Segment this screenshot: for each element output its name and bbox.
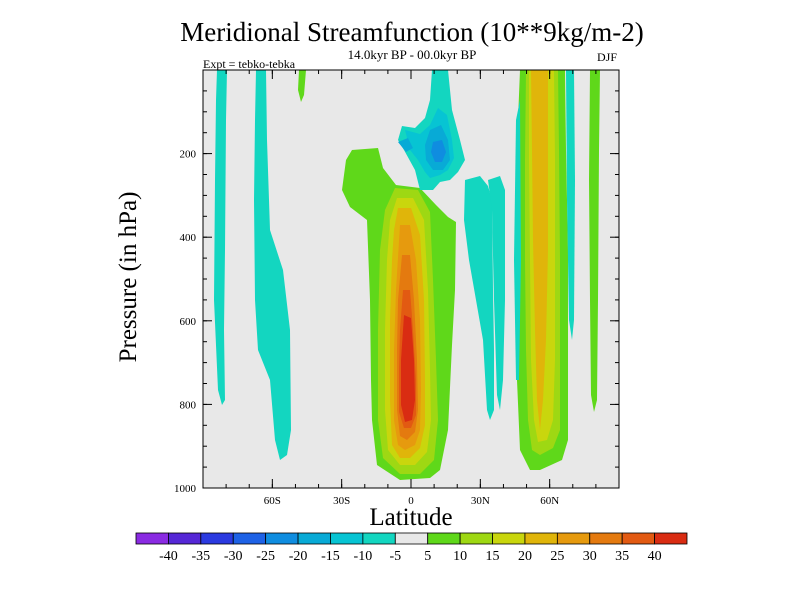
y-tick-label: 600	[180, 316, 197, 328]
contour-nh-streak-4	[589, 70, 600, 412]
colorbar-swatch	[265, 532, 299, 545]
contour-sh-streak-1	[214, 70, 227, 405]
contour-sh-streak-2	[254, 70, 291, 460]
colorbar-swatch	[168, 532, 202, 545]
x-tick-label: 60S	[264, 495, 281, 507]
y-axis-label: Pressure (in hPa)	[115, 192, 142, 363]
colorbar-swatch	[427, 532, 461, 545]
plot-area	[203, 70, 619, 488]
colorbar-label: 35	[615, 549, 629, 564]
chart-subtitle-period: 14.0kyr BP - 00.0kyr BP	[348, 47, 477, 62]
y-tick-label: 200	[180, 149, 197, 161]
colorbar-label: 20	[518, 549, 532, 564]
colorbar-swatch	[135, 532, 169, 545]
colorbar-swatch	[556, 532, 591, 545]
contour-nh-band-level-20	[531, 70, 548, 430]
colorbar-label: -20	[289, 549, 308, 564]
colorbar-swatch	[362, 532, 396, 545]
colorbar-label: -25	[256, 549, 275, 564]
contour-upper-neg-level-20	[431, 140, 446, 162]
colorbar-label: -40	[159, 549, 178, 564]
contour-nh-streak-2	[488, 176, 505, 410]
colorbar-label: -5	[389, 549, 401, 564]
colorbar-label: 10	[453, 549, 467, 564]
y-tick-label: 400	[180, 232, 197, 244]
colorbar-swatch	[654, 532, 688, 545]
colorbar-swatch	[200, 532, 234, 545]
y-tick-label: 800	[180, 399, 197, 411]
colorbar-label: 5	[424, 549, 431, 564]
colorbar-swatch	[589, 532, 623, 545]
colorbar-label: 25	[550, 549, 564, 564]
chart-subtitle-season: DJF	[597, 50, 617, 64]
x-axis-label: Latitude	[369, 504, 452, 531]
colorbar-swatch	[459, 532, 493, 545]
colorbar-swatch	[330, 532, 364, 545]
axes: 60S 30S 0 30N 60N 200 400 600 800 1000	[174, 69, 620, 507]
colorbar-swatch	[394, 532, 429, 545]
colorbar-swatch	[492, 532, 526, 545]
chart-subtitle-experiment: Expt = tebko-tebka	[203, 57, 296, 71]
x-tick-label: 60N	[540, 495, 559, 507]
x-tick-label: 30N	[471, 495, 490, 507]
colorbar-label: -35	[191, 549, 210, 564]
x-tick-label: 0	[408, 495, 414, 507]
colorbar-label: -10	[354, 549, 373, 564]
contour-nh-streak-1	[464, 176, 494, 420]
colorbar-swatch	[621, 532, 655, 545]
colorbar-swatch	[297, 532, 331, 545]
colorbar-label: -30	[224, 549, 243, 564]
colorbar-label: 40	[648, 549, 662, 564]
colorbar: -40 -35 -30 -25 -20 -15 -10 -5 5 10 15 20 25 30 35 40	[135, 532, 688, 564]
colorbar-label: 15	[486, 549, 500, 564]
x-tick-label: 30S	[333, 495, 350, 507]
y-tick-label: 1000	[174, 483, 197, 495]
colorbar-swatch	[232, 532, 267, 545]
colorbar-label: 30	[583, 549, 597, 564]
contour-nh-band-teal-edge-west	[514, 100, 521, 380]
contour-nh-streak-3	[566, 70, 575, 340]
colorbar-label: -15	[321, 549, 340, 564]
contour-upper-neg-small	[398, 138, 413, 152]
contour-sh-streak-3	[298, 70, 306, 102]
colorbar-swatch	[524, 532, 558, 545]
chart-title: Meridional Streamfunction (10**9kg/m-2)	[180, 17, 643, 47]
contour-tropics-level-40	[401, 315, 415, 422]
